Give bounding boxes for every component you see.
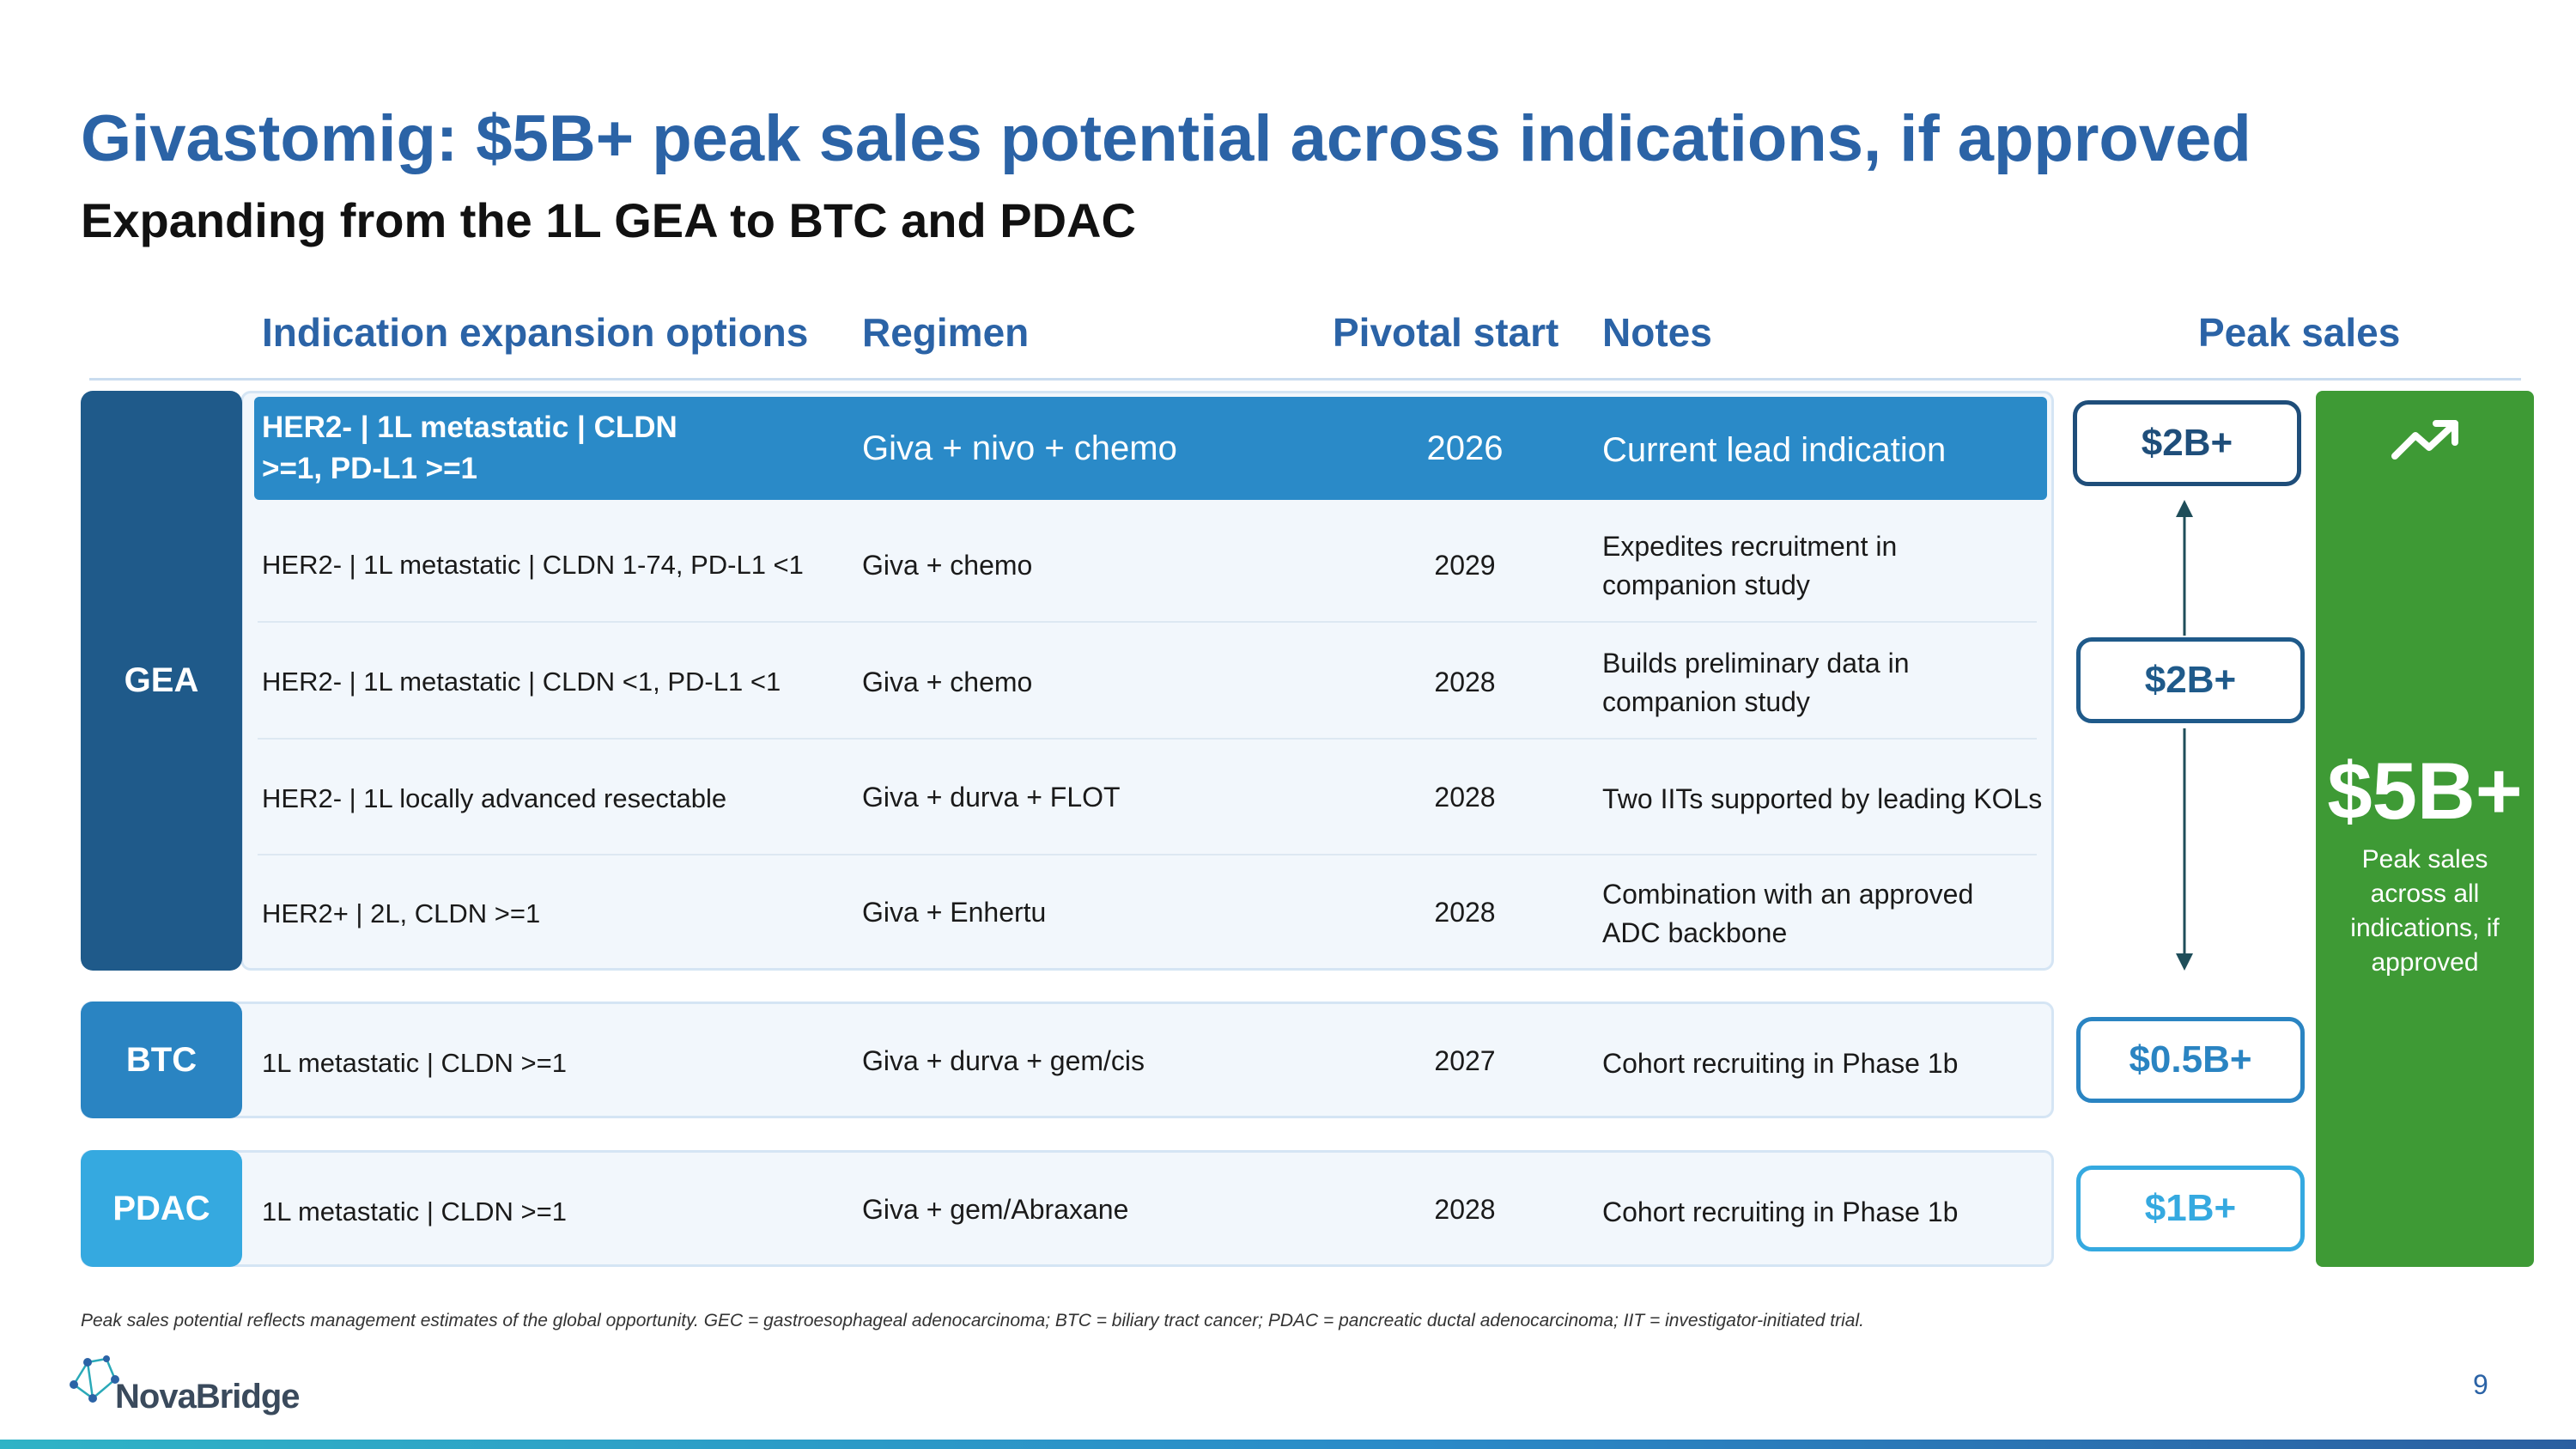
- column-header-notes: Notes: [1602, 310, 1712, 355]
- footnote: Peak sales potential reflects management…: [81, 1311, 1864, 1330]
- network-nodes-icon: [70, 1355, 119, 1403]
- row-divider: [258, 854, 2037, 855]
- pivotal-cell: 2028: [1434, 1194, 1496, 1225]
- pivotal-cell: 2028: [1434, 897, 1496, 928]
- brand-logo-text: NovaBridge: [115, 1378, 300, 1416]
- column-header-regimen: Regimen: [862, 310, 1030, 355]
- btc-row-panel: [81, 1002, 2054, 1118]
- indication-cell: HER2+ | 2L, CLDN >=1: [262, 898, 541, 928]
- regimen-cell: Giva + chemo: [862, 667, 1033, 697]
- bottom-accent-bar: [0, 1440, 2576, 1449]
- page-title: Givastomig: $5B+ peak sales potential ac…: [81, 102, 2251, 175]
- regimen-cell: Giva + durva + gem/cis: [862, 1045, 1145, 1076]
- note-cell: Two IITs supported by leading KOLs: [1602, 783, 2043, 814]
- column-header-indication: Indication expansion options: [262, 310, 809, 355]
- regimen-cell: Giva + Enhertu: [862, 897, 1047, 928]
- indication-cell: 1L metastatic | CLDN >=1: [262, 1048, 567, 1078]
- range-arrow-icon: [2176, 500, 2193, 971]
- total-peak-sales-panel: $5B+ Peak sales across all indications, …: [2316, 391, 2534, 1267]
- column-header-pivotal: Pivotal start: [1333, 310, 1559, 355]
- peak-sales-gea-pill: $2B+: [2076, 637, 2305, 723]
- total-peak-sales-value: $5B+: [2327, 746, 2523, 836]
- row-divider: [258, 621, 2037, 623]
- page-number: 9: [2473, 1369, 2488, 1400]
- note-cell: Expedites recruitment in companion study: [1602, 531, 1898, 600]
- note-cell: Combination with an approved ADC backbon…: [1602, 879, 1974, 948]
- peak-sales-btc-pill: $0.5B+: [2076, 1017, 2305, 1103]
- peak-sales-pdac-pill: $1B+: [2076, 1166, 2305, 1251]
- note-cell: Cohort recruiting in Phase 1b: [1602, 1048, 1959, 1079]
- column-header-peak-sales: Peak sales: [2198, 310, 2401, 355]
- peak-sales-lead-pill: $2B+: [2073, 400, 2301, 486]
- note-cell: Cohort recruiting in Phase 1b: [1602, 1196, 1959, 1227]
- pdac-label: PDAC: [81, 1150, 242, 1267]
- regimen-cell: Giva + chemo: [862, 550, 1033, 581]
- note-cell: Current lead indication: [1602, 431, 1947, 469]
- regimen-cell: Giva + nivo + chemo: [862, 429, 1177, 467]
- trending-up-icon: [2391, 420, 2458, 460]
- pivotal-cell: 2028: [1434, 667, 1496, 697]
- indication-cell: 1L metastatic | CLDN >=1: [262, 1196, 567, 1227]
- indication-cell: HER2- | 1L metastatic | CLDN <1, PD-L1 <…: [262, 667, 781, 697]
- indication-cell: HER2- | 1L metastatic | CLDN >=1, PD-L1 …: [262, 411, 677, 485]
- pivotal-cell: 2027: [1434, 1045, 1496, 1076]
- regimen-cell: Giva + gem/Abraxane: [862, 1194, 1129, 1225]
- pivotal-cell: 2026: [1426, 429, 1504, 467]
- row-divider: [258, 738, 2037, 740]
- page-subtitle: Expanding from the 1L GEA to BTC and PDA…: [81, 193, 1136, 247]
- pdac-row-panel: [81, 1150, 2054, 1267]
- pivotal-cell: 2029: [1434, 550, 1496, 581]
- regimen-cell: Giva + durva + FLOT: [862, 782, 1121, 813]
- note-cell: Builds preliminary data in companion stu…: [1602, 648, 1910, 717]
- lead-row-highlight: [254, 397, 2047, 500]
- total-peak-sales-caption: Peak sales across all indications, if ap…: [2350, 845, 2500, 977]
- header-divider: [89, 378, 2521, 381]
- gea-label: GEA: [81, 391, 242, 971]
- btc-label: BTC: [81, 1002, 242, 1118]
- indication-cell: HER2- | 1L locally advanced resectable: [262, 783, 727, 813]
- indication-cell: HER2- | 1L metastatic | CLDN 1-74, PD-L1…: [262, 550, 804, 580]
- pivotal-cell: 2028: [1434, 782, 1496, 813]
